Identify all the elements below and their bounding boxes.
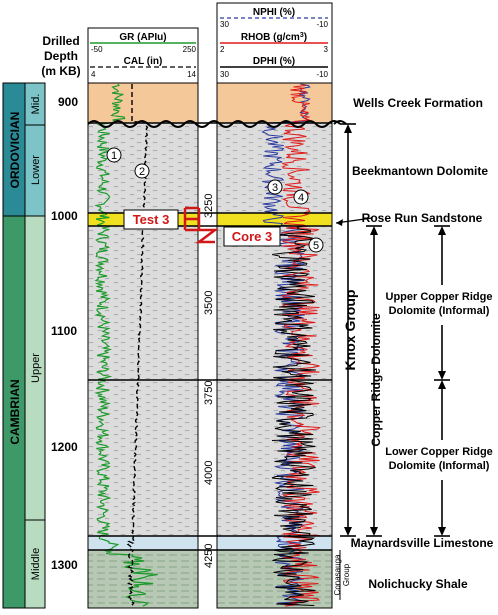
depth-tick-900: 900 (58, 95, 78, 109)
lower-ccr-line1: Lower Copper Ridge (385, 446, 493, 458)
middle-cambrian-box (24, 519, 46, 609)
gr-label: GR (APIu) (119, 32, 166, 43)
middle-cambrian-label: Middle (30, 548, 42, 580)
lower-ordovician-label: Lower (30, 155, 42, 185)
depth-tick-1200: 1200 (51, 440, 78, 454)
unconformity-line (87, 120, 341, 128)
circle-labels: 1 2 3 4 5 (106, 147, 324, 253)
right-annotations: Wells Creek Formation Beekmantown Dolomi… (333, 96, 494, 595)
upper-ccr-line2: Dolomite (Informal) (389, 305, 490, 317)
beekmantown-label: Beekmantown Dolomite (352, 164, 488, 178)
copper-ridge-label: Copper Ridge Dolomite (369, 313, 383, 447)
dphi-min: 30 (220, 70, 229, 79)
core-depth-3750: 3750 (203, 381, 215, 405)
track-frames (87, 82, 333, 609)
cal-max: 14 (187, 70, 196, 79)
core-depth-labels: 3250 3500 3750 4000 4250 (203, 194, 215, 568)
depth-tick-1100: 1100 (51, 324, 77, 338)
range-arrows (339, 123, 450, 600)
depth-axis: 900 1000 1100 1200 1300 (51, 95, 78, 572)
core-depth-4000: 4000 (203, 461, 215, 485)
conasauga-line2: Group (342, 563, 351, 586)
test-3-marker: Test 3 (123, 206, 201, 232)
dphi-label: DPHI (%) (253, 56, 295, 67)
nphi-min: 30 (220, 20, 229, 29)
rhob-max: 3 (324, 45, 329, 54)
nphi-label: NPHI (%) (253, 7, 295, 18)
nphi-max: -10 (316, 20, 328, 29)
core-depth-3250: 3250 (203, 194, 215, 218)
conasauga-line1: Conasauga (333, 554, 342, 595)
depth-strip (198, 83, 217, 608)
cambrian-label: CAMBRIAN (8, 379, 22, 444)
ordovician-label: ORDOVICIAN (8, 112, 22, 189)
circle-label-3: 3 (272, 182, 278, 194)
upper-ccr-line1: Upper Copper Ridge (386, 291, 493, 303)
mid-ordovician-label: Mid. (30, 94, 42, 115)
circle-label-5: 5 (313, 240, 319, 252)
wells-creek-label: Wells Creek Formation (353, 96, 483, 110)
upper-cambrian-label: Upper (30, 353, 42, 383)
dphi-max: -10 (316, 70, 328, 79)
maynardsville-label: Maynardsville Limestone (351, 536, 494, 550)
rose-run-label: Rose Run Sandstone (362, 211, 483, 225)
core-depth-4250: 4250 (203, 544, 215, 568)
depth-header: Drilled Depth (m KB) (41, 34, 80, 78)
circle-label-1: 1 (111, 150, 117, 162)
svg-text:Core 3: Core 3 (232, 229, 272, 244)
gr-max: 250 (183, 45, 197, 54)
svg-text:Test 3: Test 3 (133, 212, 170, 227)
dphi-trace (271, 225, 316, 606)
nolichucky-label: Nolichucky Shale (368, 577, 468, 591)
depth-header-line2: Depth (44, 49, 78, 63)
track2-header: NPHI (%) 30 -10 RHOB (g/cm3) 2 3 DPHI (%… (216, 2, 333, 84)
gr-min: -50 (91, 45, 103, 54)
depth-header-line1: Drilled (42, 34, 79, 48)
core-3-marker: Core 3 (195, 226, 281, 247)
cal-label: CAL (in) (124, 56, 163, 67)
depth-header-line3: (m KB) (41, 64, 80, 78)
gr-trace (94, 83, 158, 607)
circle-label-4: 4 (298, 192, 304, 204)
circle-label-2: 2 (139, 166, 145, 178)
lower-ccr-line2: Dolomite (Informal) (389, 460, 490, 472)
cal-min: 4 (91, 70, 96, 79)
track1-header: GR (APIu) -50 250 CAL (in) 4 14 (87, 27, 199, 84)
depth-tick-1300: 1300 (51, 558, 78, 572)
rhob-label: RHOB (g/cm3) (241, 32, 307, 43)
lithology-bands (88, 83, 332, 608)
core-depth-3500: 3500 (203, 291, 215, 315)
unconformity-line-right (333, 120, 347, 125)
depth-tick-1000: 1000 (51, 209, 78, 223)
knox-group-label: Knox Group (342, 290, 358, 371)
rhob-min: 2 (220, 45, 225, 54)
strat-column: ORDOVICIAN CAMBRIAN Mid. Lower Upper Mid… (2, 82, 46, 609)
